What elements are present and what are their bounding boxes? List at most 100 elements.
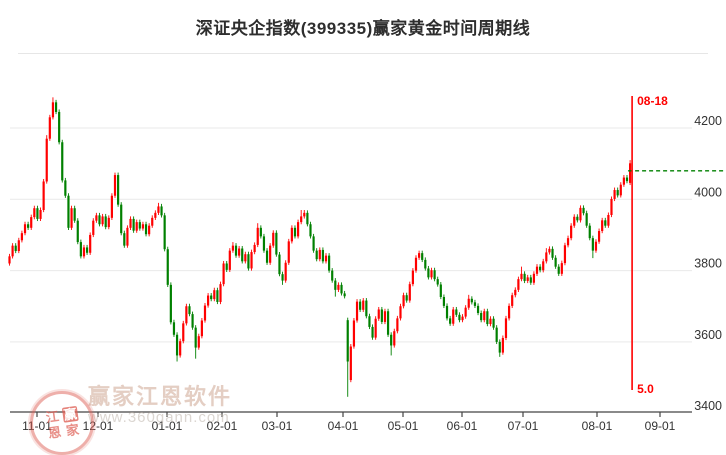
- candle-body: [296, 222, 300, 237]
- candle-body: [523, 273, 526, 281]
- candle-body: [45, 138, 48, 182]
- candle-body: [616, 190, 619, 196]
- candle-body: [427, 268, 430, 278]
- candle-body: [98, 215, 101, 225]
- candle-body: [461, 316, 464, 321]
- x-axis-label: 11-01: [22, 419, 52, 433]
- candle-body: [110, 195, 113, 218]
- candle-body: [228, 250, 231, 270]
- cycle-date-label: 08-18: [637, 94, 668, 108]
- candle-body: [579, 207, 582, 221]
- candle-body: [259, 227, 262, 237]
- candle-body: [200, 320, 203, 337]
- candle-body: [610, 198, 613, 215]
- candle-body: [383, 311, 387, 322]
- candle-body: [405, 295, 408, 301]
- candle-body: [563, 245, 567, 264]
- candle-body: [61, 142, 64, 181]
- candle-body: [417, 253, 421, 258]
- candle-body: [539, 266, 542, 271]
- candle-body: [371, 326, 374, 338]
- candle-body: [343, 293, 346, 297]
- candle-body: [213, 290, 216, 300]
- candle-body: [517, 279, 520, 290]
- candle-body: [607, 214, 610, 226]
- candle-body: [33, 208, 36, 218]
- candle-body: [250, 252, 253, 269]
- candle-body: [113, 175, 117, 196]
- candle-body: [256, 227, 259, 245]
- candle-body: [79, 242, 82, 257]
- candle-body: [464, 307, 467, 317]
- candle-body: [498, 341, 501, 353]
- candle-body: [526, 277, 529, 281]
- candle-body: [309, 224, 312, 237]
- candle-body: [148, 225, 151, 235]
- candle-body: [551, 248, 554, 258]
- candle-body: [234, 245, 238, 256]
- candle-body: [495, 327, 498, 342]
- candle-body: [449, 318, 452, 324]
- candle-body: [262, 236, 266, 251]
- candle-body: [166, 249, 169, 285]
- candle-body: [123, 233, 126, 246]
- x-axis-label: 05-01: [388, 419, 419, 433]
- candle-body: [604, 220, 607, 226]
- candle-body: [473, 302, 477, 306]
- candle-body: [470, 298, 473, 303]
- candle-body: [377, 309, 380, 319]
- candle-body: [269, 245, 272, 263]
- candle-body: [20, 233, 24, 241]
- candle-body: [321, 249, 325, 262]
- candle-body: [216, 290, 219, 302]
- candle-body: [281, 274, 284, 281]
- candle-body: [374, 318, 377, 338]
- candle-body: [290, 227, 293, 242]
- candle-body: [324, 255, 328, 262]
- cycle-value-label: 5.0: [637, 382, 654, 396]
- candle-body: [408, 284, 411, 301]
- candle-body: [129, 218, 132, 228]
- candle-body: [619, 184, 622, 196]
- candle-body: [172, 322, 176, 335]
- candle-body: [135, 222, 138, 231]
- y-axis-label: 3400: [694, 399, 722, 413]
- candle-body: [433, 270, 436, 280]
- candle-body: [532, 273, 536, 283]
- candle-body: [514, 289, 517, 296]
- candle-body: [238, 248, 241, 256]
- candle-body: [554, 257, 557, 267]
- x-axis-label: 04-01: [328, 419, 359, 433]
- candle-body: [275, 232, 278, 255]
- candle-body: [439, 284, 442, 297]
- candle-body: [253, 244, 256, 253]
- candle-body: [368, 316, 371, 327]
- candle-body: [535, 266, 539, 274]
- candle-body: [455, 309, 458, 315]
- candle-body: [337, 284, 340, 290]
- candle-body: [328, 255, 331, 271]
- x-axis-label: 06-01: [447, 419, 478, 433]
- x-axis-label: 01-01: [152, 419, 183, 433]
- candle-body: [557, 266, 560, 274]
- candle-body: [582, 207, 585, 214]
- candle-body: [284, 262, 287, 281]
- candle-body: [548, 248, 551, 253]
- candle-body: [272, 232, 275, 246]
- candle-body: [576, 216, 579, 221]
- candle-body: [396, 318, 399, 332]
- candle-body: [529, 277, 532, 283]
- candle-body: [315, 250, 318, 260]
- candle-body: [625, 177, 629, 182]
- candle-body: [421, 253, 424, 260]
- candle-body: [73, 208, 76, 221]
- candle-body: [157, 206, 160, 213]
- candle-body: [542, 261, 545, 271]
- candle-body: [36, 208, 39, 219]
- y-axis-label: 4000: [694, 185, 722, 199]
- candle-body: [231, 245, 235, 251]
- candle-body: [120, 204, 123, 234]
- candle-body: [48, 117, 51, 139]
- x-axis-label: 12-01: [83, 419, 114, 433]
